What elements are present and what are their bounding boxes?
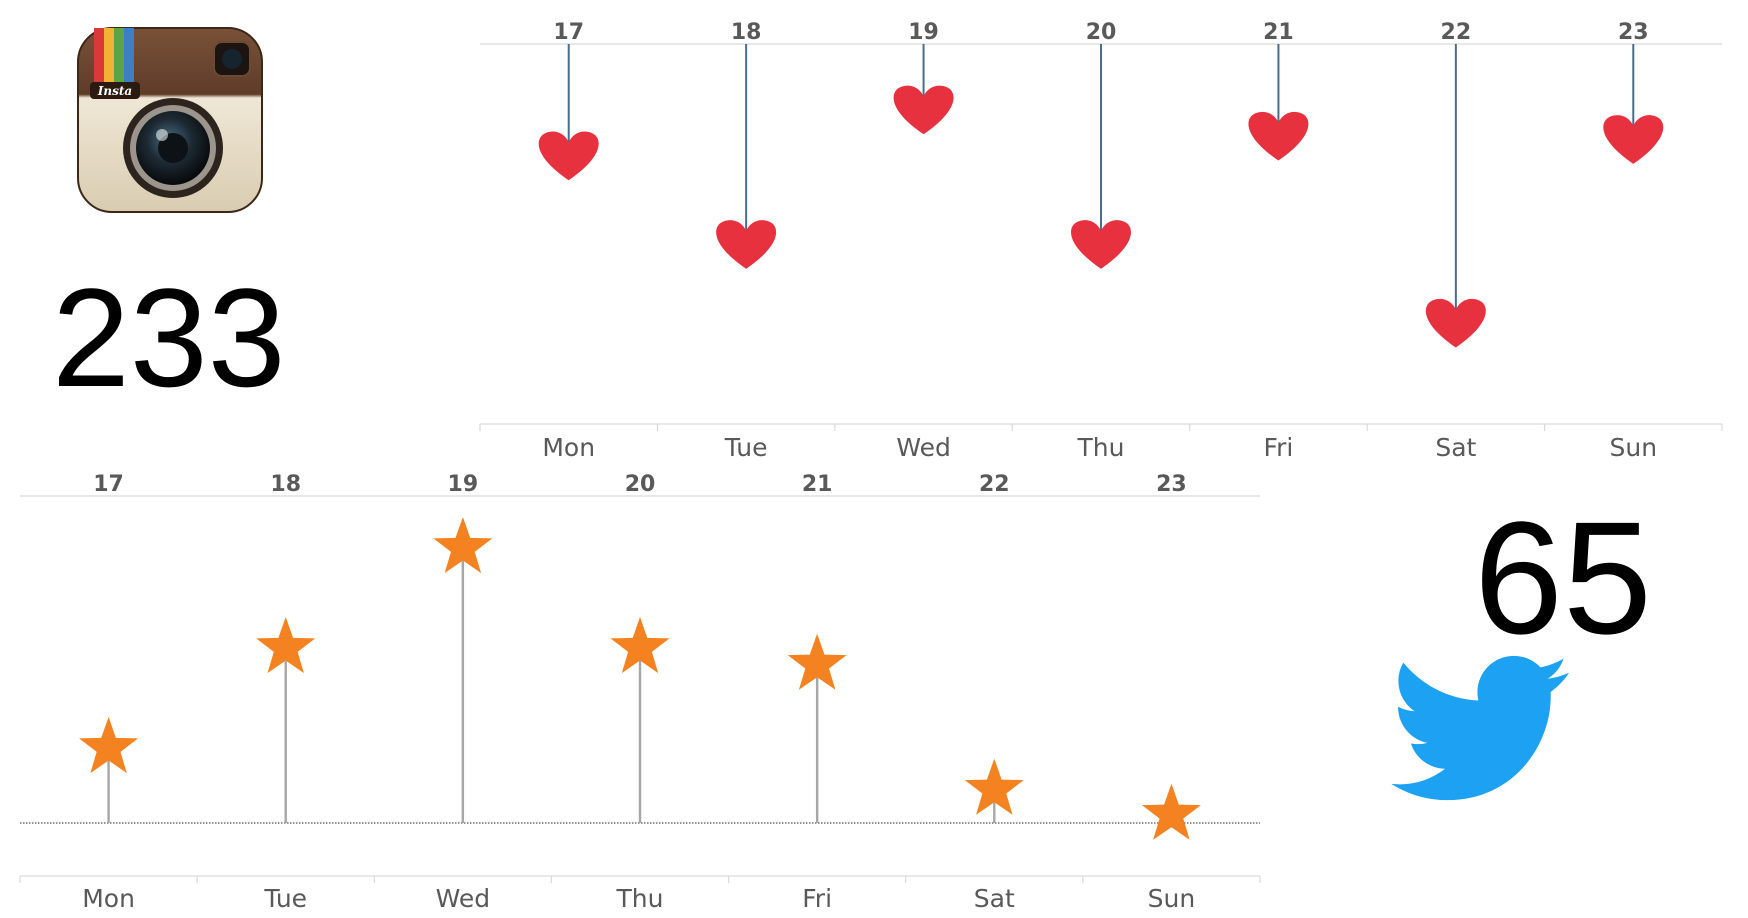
- day-label: Thu: [616, 884, 664, 913]
- heart-marker: [538, 131, 599, 181]
- heart-marker: [1248, 111, 1309, 161]
- instagram-logo-text: Insta: [97, 84, 132, 98]
- date-label: 19: [908, 20, 939, 45]
- twitter-favorites-chart: 17 Mon 18 Tue 19 Wed 20 Thu 21 Fri 22 Sat 23 Sun: [19, 472, 1261, 913]
- day-label: Fri: [802, 884, 832, 913]
- star-marker: [787, 633, 847, 690]
- heart-marker: [1071, 220, 1131, 269]
- instagram-camera-icon: Insta: [77, 27, 263, 213]
- day-label: Sat: [1435, 433, 1476, 462]
- day-label: Tue: [724, 433, 768, 462]
- heart-marker: [893, 85, 954, 135]
- date-label: 23: [1618, 20, 1649, 45]
- date-label: 18: [270, 472, 301, 497]
- date-label: 19: [448, 472, 479, 497]
- date-label: 22: [1441, 20, 1472, 45]
- date-label: 21: [1263, 20, 1294, 45]
- star-marker: [79, 717, 139, 774]
- date-label: 23: [1156, 472, 1187, 497]
- date-label: 22: [979, 472, 1010, 497]
- date-label: 21: [802, 472, 833, 497]
- day-label: Thu: [1077, 433, 1125, 462]
- day-label: Tue: [263, 884, 307, 913]
- star-marker: [964, 758, 1024, 815]
- instagram-likes-chart: 17 Mon 18 Tue 19 Wed 20 Thu 21 Fri 22 Sat 23 Sun: [479, 20, 1723, 462]
- date-label: 20: [625, 472, 656, 497]
- day-label: Wed: [436, 884, 491, 913]
- heart-marker: [716, 220, 777, 269]
- twitter-total: 65: [1474, 488, 1652, 667]
- day-label: Mon: [82, 884, 135, 913]
- day-label: Sat: [974, 884, 1015, 913]
- heart-marker: [1603, 115, 1664, 164]
- date-label: 20: [1086, 20, 1117, 45]
- day-label: Sun: [1148, 884, 1196, 913]
- star-marker: [433, 517, 493, 574]
- star-marker: [256, 617, 316, 674]
- twitter-bird-icon: [1391, 655, 1569, 801]
- day-label: Fri: [1264, 433, 1294, 462]
- star-marker: [1141, 783, 1201, 840]
- star-marker: [610, 617, 670, 674]
- day-label: Mon: [542, 433, 595, 462]
- date-label: 18: [731, 20, 762, 45]
- day-label: Wed: [896, 433, 951, 462]
- date-label: 17: [93, 472, 124, 497]
- day-label: Sun: [1610, 433, 1658, 462]
- date-label: 17: [553, 20, 584, 45]
- heart-marker: [1425, 298, 1486, 348]
- instagram-total: 233: [52, 259, 286, 416]
